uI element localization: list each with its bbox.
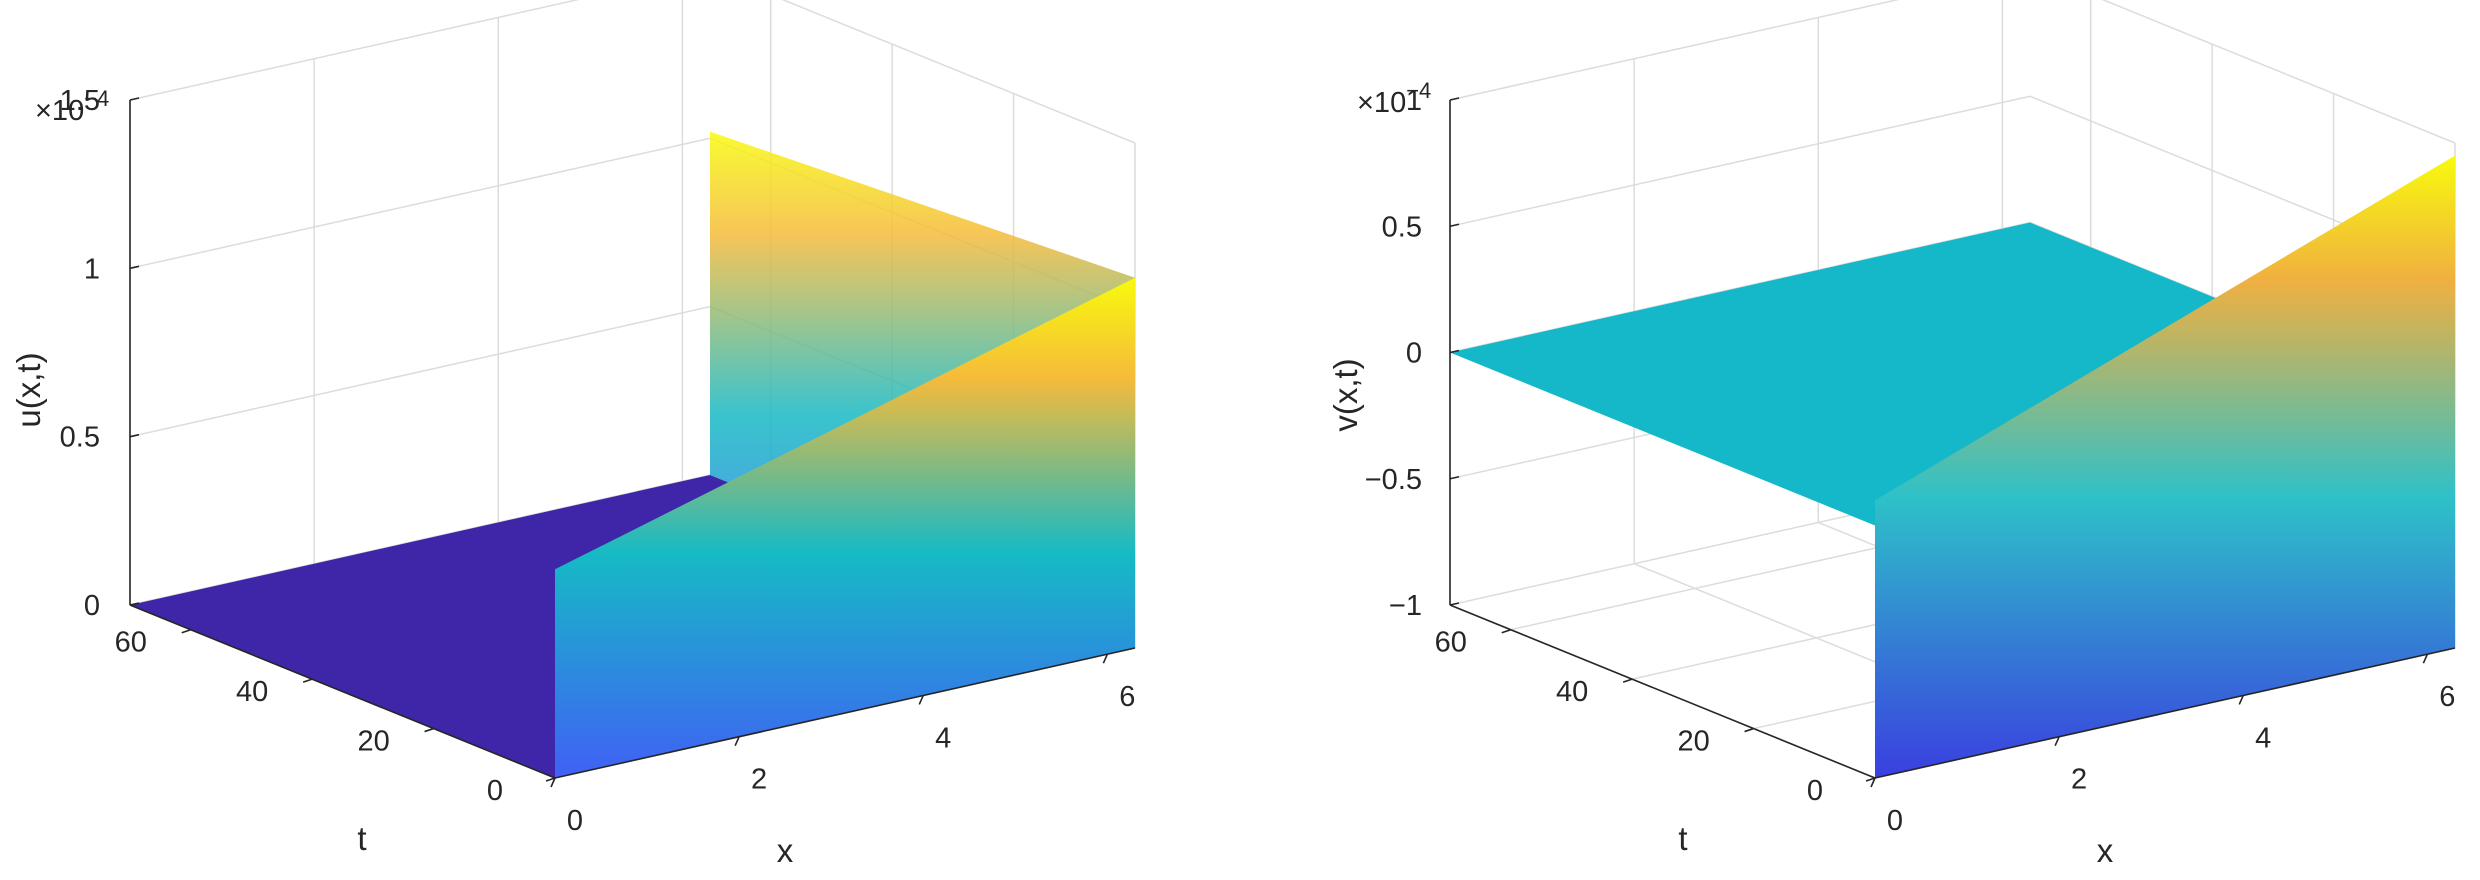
- panel-v-x-tick-mark-2: [2238, 695, 2244, 705]
- panel-v-z-ticks: −1 −0.5 0 0.5 1: [1365, 85, 1460, 622]
- panel-u-x-tick-mark-1: [734, 736, 740, 747]
- panel-v-z-tick-mark-3: [1449, 223, 1460, 228]
- panel-u-z-ticks: 0 0.5 1 1.5: [60, 85, 140, 622]
- panel-v-grid-z-4: [1449, 0, 2456, 144]
- panel-u-x-tick-2: 4: [935, 722, 951, 754]
- panel-u-y-tick-3: 60: [115, 627, 147, 659]
- panel-v-x-tick-mark-0: [1870, 777, 1876, 788]
- panel-u-y-axis: [129, 604, 556, 779]
- panel-u-z-tick-mark-0: [129, 602, 140, 606]
- panel-u-exponent: ×10−4: [35, 86, 109, 127]
- panel-u-exponent-power: −4: [84, 86, 109, 111]
- panel-v-y-tick-mark-0: [1865, 777, 1876, 782]
- panel-v-exponent: ×10−4: [1357, 78, 1431, 119]
- panel-v-z-tick-mark-1: [1449, 475, 1460, 480]
- panel-v-z-tick-mark-2: [1449, 349, 1460, 354]
- panel-u-y-tick-0: 0: [487, 775, 503, 807]
- panel-v-z-tick-mark-0: [1449, 602, 1460, 606]
- panel-u: 0 2 4 6 0 20 40 60 0 0.5 1 1.5 x t u(x,t) ×10−4: [10, 0, 1136, 869]
- panel-v-x-axis: [1874, 647, 2456, 779]
- panel-v-grid-z-3: [1449, 95, 2456, 270]
- panel-v-x-tick-mark-1: [2054, 736, 2060, 747]
- panel-v-exponent-base: ×10: [1357, 87, 1406, 119]
- panel-u-y-tick-mark-0: [545, 777, 556, 782]
- panel-u-xlabel: x: [777, 832, 794, 869]
- panel-u-x-ticks: 0 2 4 6: [550, 653, 1135, 837]
- panel-u-x-tick-mark-2: [918, 695, 924, 705]
- panel-v-z-tick-0: −1: [1389, 590, 1422, 622]
- panel-u-z-tick-0: 0: [84, 590, 100, 622]
- panel-v-zlabel: v(x,t): [1327, 358, 1364, 431]
- panel-v-y-tick-mark-3: [1501, 628, 1511, 634]
- panel-v-x-tick-3: 6: [2439, 681, 2455, 713]
- panel-u-x-tick-mark-0: [550, 777, 556, 788]
- panel-u-x-tick-0: 0: [567, 805, 583, 837]
- panel-u-x-tick-mark-3: [1102, 653, 1109, 664]
- panel-u-box: [129, 100, 1136, 779]
- panel-u-ylabel: t: [357, 820, 366, 857]
- panel-u-x-tick-1: 2: [751, 764, 767, 796]
- panel-v-y-tick-1: 20: [1677, 726, 1709, 758]
- panel-v-ylabel: t: [1678, 820, 1687, 857]
- panel-v-z-tick-1: −0.5: [1365, 464, 1422, 496]
- panel-u-x-axis: [554, 647, 1136, 779]
- panel-v-x-ticks: 0 2 4 6: [1870, 653, 2455, 837]
- panel-v-z-tick-2: 0: [1406, 338, 1422, 370]
- panel-u-y-tick-mark-2: [302, 678, 313, 683]
- panel-u-y-tick-mark-3: [181, 628, 191, 634]
- panel-v-y-tick-mark-1: [1744, 727, 1754, 733]
- panel-v-z-tick-3: 0.5: [1382, 211, 1422, 243]
- panel-u-y-tick-1: 20: [357, 726, 389, 758]
- panel-v-y-tick-3: 60: [1435, 627, 1467, 659]
- panel-v-wall: [1875, 155, 2455, 779]
- panel-u-z-tick-mark-3: [129, 97, 140, 101]
- panel-u-surface: [130, 131, 1135, 778]
- panel-v-y-axis: [1449, 604, 1876, 779]
- panel-u-exponent-base: ×10: [35, 95, 84, 127]
- panel-u-z-tick-3: 1.5: [60, 85, 100, 117]
- panel-v-y-tick-2: 40: [1556, 676, 1588, 708]
- panel-v-x-tick-mark-3: [2422, 653, 2429, 664]
- panel-u-y-ticks: 0 20 40 60: [115, 627, 556, 807]
- panel-v-y-tick-0: 0: [1807, 775, 1823, 807]
- panel-v-y-ticks: 0 20 40 60: [1435, 627, 1876, 807]
- panel-u-x-tick-3: 6: [1119, 681, 1135, 713]
- panel-v-z-tick-mark-4: [1449, 97, 1460, 101]
- panel-v-x-tick-2: 4: [2255, 722, 2271, 754]
- panel-v-x-tick-1: 2: [2071, 764, 2087, 796]
- panel-v-xlabel: x: [2097, 832, 2114, 869]
- panel-v: 0 2 4 6 0 20 40 60 −1 −0.5 0 0.5 1 x t v(x,t) ×10−…: [1327, 0, 2456, 869]
- panel-u-z-tick-mark-1: [129, 433, 140, 438]
- panel-u-grid-z-3: [129, 0, 1136, 144]
- panel-u-z-tick-mark-2: [129, 265, 140, 270]
- panel-u-z-tick-2: 1: [84, 253, 100, 285]
- panel-u-y-tick-mark-1: [424, 727, 434, 733]
- panel-u-wall: [555, 277, 1135, 778]
- panel-v-z-tick-4: 1: [1406, 85, 1422, 117]
- panel-v-y-tick-mark-2: [1622, 678, 1633, 683]
- panel-v-exponent-power: −4: [1406, 78, 1431, 103]
- panel-v-surface: [1450, 155, 2455, 779]
- panel-u-z-tick-1: 0.5: [60, 422, 100, 454]
- panel-u-y-tick-2: 40: [236, 676, 268, 708]
- panel-u-zlabel: u(x,t): [10, 352, 47, 427]
- panel-v-x-tick-0: 0: [1887, 805, 1903, 837]
